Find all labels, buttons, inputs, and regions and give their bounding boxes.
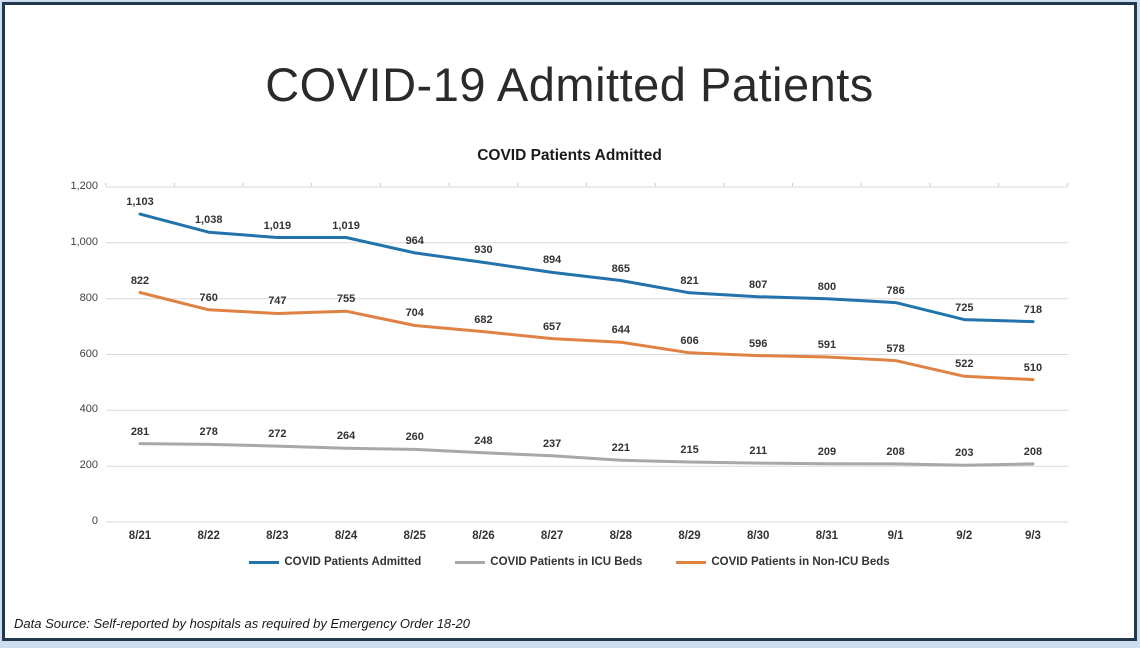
data-label: 215 bbox=[680, 443, 699, 456]
x-axis-label: 8/26 bbox=[472, 530, 495, 542]
x-axis-label: 9/1 bbox=[887, 530, 904, 542]
data-label: 237 bbox=[542, 437, 562, 450]
x-axis-label: 8/23 bbox=[266, 530, 289, 542]
data-label: 725 bbox=[955, 301, 974, 314]
x-axis-label: 9/3 bbox=[1024, 530, 1041, 542]
chart-title: COVID Patients Admitted bbox=[477, 147, 662, 164]
legend-line-swatch bbox=[455, 560, 486, 564]
data-label: 865 bbox=[611, 262, 630, 275]
data-label: 278 bbox=[199, 426, 218, 439]
data-label: 208 bbox=[1023, 445, 1043, 458]
data-label: 1,103 bbox=[126, 196, 154, 209]
data-label: 260 bbox=[405, 431, 424, 444]
data-label: 657 bbox=[542, 320, 562, 333]
data-label: 522 bbox=[955, 358, 974, 371]
data-label: 807 bbox=[749, 278, 768, 291]
data-label: 510 bbox=[1023, 361, 1043, 374]
data-label: 964 bbox=[405, 234, 424, 247]
data-label: 248 bbox=[474, 434, 493, 447]
x-axis-label: 8/25 bbox=[403, 530, 426, 542]
y-axis-label: 1,000 bbox=[70, 235, 98, 248]
data-label: 718 bbox=[1023, 303, 1043, 316]
data-label: 221 bbox=[611, 442, 630, 455]
legend-line-swatch bbox=[249, 560, 280, 564]
data-label: 800 bbox=[817, 280, 837, 293]
data-label: 272 bbox=[268, 428, 287, 441]
data-label: 822 bbox=[130, 274, 150, 287]
y-axis-label: 1,200 bbox=[70, 180, 98, 192]
data-label: 747 bbox=[268, 295, 287, 308]
data-label: 894 bbox=[542, 254, 562, 267]
chart-legend: COVID Patients Admitted COVID Patients in… bbox=[5, 556, 1134, 568]
data-label: 704 bbox=[405, 307, 424, 320]
legend-label: COVID Patients in Non-ICU Beds bbox=[711, 556, 890, 568]
data-label: 264 bbox=[336, 430, 356, 443]
data-source-note: Data Source: Self-reported by hospitals … bbox=[14, 616, 470, 631]
data-label: 1,019 bbox=[263, 219, 292, 232]
legend-label: COVID Patients Admitted bbox=[284, 556, 422, 568]
data-label: 1,038 bbox=[194, 214, 223, 227]
data-label: 281 bbox=[130, 425, 150, 438]
y-axis-label: 200 bbox=[79, 459, 98, 472]
data-label: 203 bbox=[955, 447, 974, 460]
x-axis-label: 8/28 bbox=[609, 530, 633, 542]
data-label: 760 bbox=[199, 291, 218, 304]
data-label: 578 bbox=[886, 342, 905, 355]
y-axis-label: 600 bbox=[79, 347, 98, 360]
page-title: COVID-19 Admitted Patients bbox=[265, 58, 874, 111]
data-label: 606 bbox=[680, 334, 699, 347]
x-axis-label: 8/31 bbox=[815, 530, 839, 542]
x-axis-label: 9/2 bbox=[956, 530, 973, 542]
data-label: 755 bbox=[336, 293, 356, 306]
data-label: 930 bbox=[474, 244, 493, 257]
data-label: 209 bbox=[817, 445, 837, 458]
data-label: 821 bbox=[680, 274, 699, 287]
plot-area: 1,103 1,038 1,019 1,019 964 930 894 865 821 807 80… bbox=[105, 183, 1068, 523]
legend-item: COVID Patients Admitted bbox=[249, 556, 421, 568]
data-label: 211 bbox=[749, 445, 768, 458]
y-axis: 1,200 1,000 800 600 400 200 0 bbox=[5, 180, 98, 527]
legend-item: COVID Patients in Non-ICU Beds bbox=[676, 556, 890, 568]
data-label: 208 bbox=[886, 445, 905, 458]
x-axis: 8/21 8/22 8/23 8/24 8/25 8/26 8/27 8/28 8/29 8/30… bbox=[106, 530, 1068, 548]
data-label: 682 bbox=[474, 313, 493, 326]
x-axis-label: 8/29 bbox=[678, 530, 701, 542]
x-axis-label: 8/22 bbox=[197, 530, 220, 542]
y-axis-label: 400 bbox=[79, 403, 98, 416]
y-axis-label: 800 bbox=[79, 291, 98, 304]
x-axis-label: 8/21 bbox=[128, 530, 152, 542]
x-axis-label: 8/24 bbox=[334, 530, 358, 542]
legend-item: COVID Patients in ICU Beds bbox=[455, 556, 642, 568]
y-axis-label: 0 bbox=[91, 515, 98, 527]
legend-line-swatch bbox=[676, 560, 707, 564]
line-chart bbox=[105, 183, 1068, 523]
data-label: 644 bbox=[611, 324, 630, 337]
data-label: 591 bbox=[817, 339, 837, 351]
data-label: 1,019 bbox=[332, 219, 360, 232]
x-axis-label: 8/30 bbox=[747, 530, 770, 542]
legend-label: COVID Patients in ICU Beds bbox=[490, 556, 643, 568]
data-label: 596 bbox=[749, 337, 768, 350]
x-axis-label: 8/27 bbox=[540, 530, 564, 542]
data-label: 786 bbox=[886, 284, 905, 297]
